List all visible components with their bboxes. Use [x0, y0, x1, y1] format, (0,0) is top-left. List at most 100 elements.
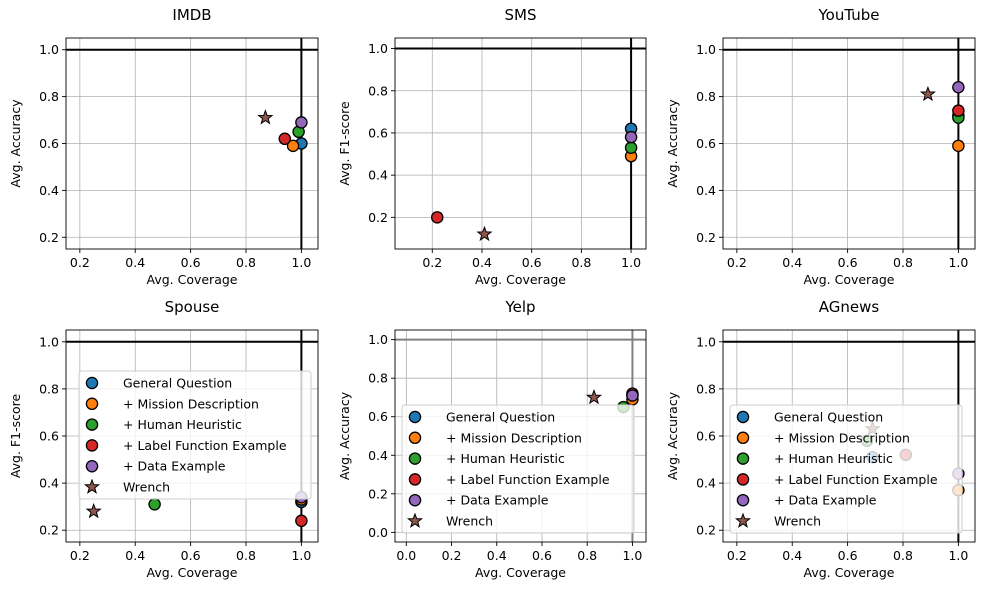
- point-data-example: [624, 130, 638, 144]
- x-tick-label: 0.2: [442, 548, 462, 563]
- y-tick-label: 0.6: [368, 125, 388, 140]
- x-tick-label: 1.0: [291, 548, 311, 563]
- x-tick-label: 0.4: [782, 255, 802, 270]
- legend-label: Wrench: [774, 514, 821, 529]
- x-tick-label: 0.6: [181, 255, 201, 270]
- point-human-heuristic: [624, 141, 638, 154]
- legend-marker: [85, 439, 99, 452]
- x-tick-label: 1.0: [621, 255, 641, 270]
- legend-marker: [85, 459, 99, 473]
- x-tick-label: 1.0: [622, 548, 642, 563]
- legend-label: Wrench: [123, 480, 170, 495]
- subplot-sms: 0.2 0.4 0.6 0.8 1.0 0.2 0.4 0.6 0.8 1.0 SMS Avg. Co…: [337, 6, 647, 287]
- point-wrench: [257, 109, 274, 125]
- subplot-title: AGnews: [819, 298, 880, 316]
- x-tick-label: 0.6: [522, 255, 542, 270]
- y-tick-label: 0.8: [696, 381, 716, 396]
- subplot-spouse: 0.2 0.4 0.6 0.8 1.0 0.2 0.4 0.6 0.8 1.0 Spouse Avg.…: [8, 298, 319, 580]
- legend-marker: [408, 410, 422, 424]
- y-tick-label: 0.4: [368, 448, 388, 463]
- subplot-youtube: 0.2 0.4 0.6 0.8 1.0 0.2 0.4 0.6 0.8 1.0 YouTube Avg…: [665, 6, 976, 287]
- y-tick-label: 1.0: [696, 42, 716, 57]
- point-wrench: [585, 388, 603, 405]
- legend-label: + Mission Description: [123, 396, 259, 411]
- point-label-function-example: [430, 211, 444, 224]
- x-tick-label: 0.6: [181, 548, 201, 563]
- point-label-function-example: [952, 104, 965, 117]
- subplot-imdb: 0.2 0.4 0.6 0.8 1.0 0.2 0.4 0.6 0.8 1.0 IMDB Avg. C…: [8, 6, 319, 287]
- y-tick-label: 1.0: [39, 42, 59, 57]
- y-tick-label: 0.6: [39, 429, 59, 444]
- x-axis-label: Avg. Coverage: [804, 272, 895, 287]
- legend-label: + Data Example: [446, 493, 549, 508]
- legend-marker: [83, 478, 101, 494]
- y-tick-label: 0.6: [368, 409, 388, 424]
- x-tick-label: 0.4: [487, 548, 507, 563]
- data-points: [257, 109, 308, 153]
- subplot-agnews: 0.2 0.4 0.6 0.8 1.0 0.2 0.4 0.6 0.8 1.0 AGnews Avg.…: [665, 298, 976, 580]
- legend-marker: [734, 512, 752, 528]
- y-tick-label: 0.0: [368, 525, 388, 540]
- y-tick-label: 0.6: [696, 136, 716, 151]
- x-tick-label: 0.6: [532, 548, 552, 563]
- x-tick-label: 0.8: [893, 548, 913, 563]
- y-tick-label: 0.4: [696, 183, 716, 198]
- legend-label: + Human Heuristic: [446, 451, 565, 466]
- y-tick-label: 0.8: [696, 89, 716, 104]
- x-tick-label: 0.2: [70, 255, 90, 270]
- y-tick-label: 0.6: [696, 429, 716, 444]
- point-wrench: [919, 85, 936, 102]
- y-axis-label: Avg. Accuracy: [665, 391, 680, 480]
- point-label-function-example: [295, 514, 308, 528]
- legend: General Question + Mission Description + H…: [729, 404, 963, 534]
- x-axis-label: Avg. Coverage: [475, 565, 566, 580]
- legend-marker: [736, 431, 750, 445]
- y-axis-label: Avg. F1-score: [337, 101, 352, 186]
- x-tick-label: 1.0: [291, 255, 311, 270]
- legend-marker: [406, 512, 424, 528]
- y-tick-label: 0.8: [368, 83, 388, 98]
- subplot-title: Yelp: [504, 298, 535, 316]
- legend-label: + Mission Description: [446, 430, 582, 445]
- subplot-title: YouTube: [818, 6, 880, 24]
- y-tick-label: 0.4: [39, 476, 59, 491]
- y-tick-label: 0.2: [696, 230, 716, 245]
- legend: General Question + Mission Description + H…: [78, 370, 312, 500]
- y-tick-label: 0.2: [368, 486, 388, 501]
- subplot-title: IMDB: [172, 6, 211, 24]
- x-axis-label: Avg. Coverage: [147, 565, 238, 580]
- legend-label: + Human Heuristic: [774, 451, 893, 466]
- legend-marker: [736, 493, 750, 507]
- x-axis-label: Avg. Coverage: [804, 565, 895, 580]
- y-tick-label: 0.8: [368, 371, 388, 386]
- x-tick-label: 0.4: [472, 255, 492, 270]
- subplot-title: SMS: [505, 6, 537, 24]
- x-tick-label: 0.2: [727, 255, 747, 270]
- legend-label: + Data Example: [774, 493, 877, 508]
- x-tick-label: 0.4: [125, 548, 145, 563]
- y-tick-label: 0.4: [39, 183, 59, 198]
- point-wrench: [85, 502, 102, 519]
- point-data-example: [295, 116, 308, 129]
- y-tick-label: 1.0: [696, 334, 716, 349]
- x-tick-label: 0.4: [125, 255, 145, 270]
- legend-marker: [408, 431, 422, 445]
- y-tick-label: 0.8: [39, 89, 59, 104]
- y-tick-label: 0.2: [39, 523, 59, 538]
- x-tick-label: 1.0: [948, 548, 968, 563]
- y-tick-label: 0.8: [39, 381, 59, 396]
- subplot-title: Spouse: [165, 298, 220, 316]
- legend-label: General Question: [123, 376, 232, 391]
- x-axis-label: Avg. Coverage: [475, 272, 566, 287]
- legend-marker: [736, 410, 750, 424]
- y-tick-label: 0.2: [368, 210, 388, 225]
- legend-box: [78, 370, 312, 500]
- x-tick-label: 0.0: [396, 548, 416, 563]
- y-tick-label: 1.0: [39, 334, 59, 349]
- y-axis-label: Avg. Accuracy: [8, 99, 23, 188]
- x-axis-label: Avg. Coverage: [147, 272, 238, 287]
- legend-label: + Data Example: [123, 459, 226, 474]
- x-tick-label: 0.8: [893, 255, 913, 270]
- x-tick-label: 0.6: [838, 255, 858, 270]
